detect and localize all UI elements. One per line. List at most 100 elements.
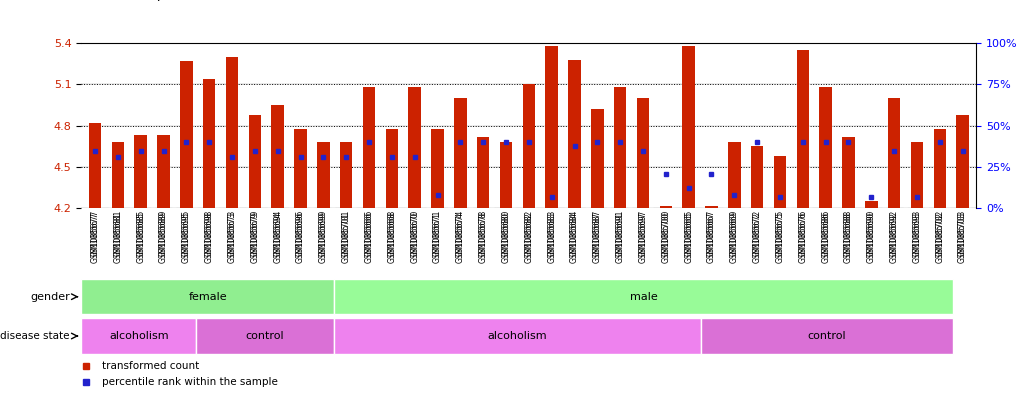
Text: GSM1085676: GSM1085676 (798, 210, 807, 256)
Text: GSM1085679: GSM1085679 (250, 212, 259, 263)
Text: GSM1085692: GSM1085692 (890, 210, 899, 256)
Text: GSM1085696: GSM1085696 (296, 212, 305, 263)
Text: GSM1085670: GSM1085670 (410, 210, 419, 256)
Text: GSM1085694: GSM1085694 (274, 212, 282, 263)
Text: GSM1085666: GSM1085666 (364, 212, 373, 263)
Text: GSM1085668: GSM1085668 (387, 210, 397, 256)
Text: GSM1085684: GSM1085684 (570, 212, 579, 263)
Text: GSM1085689: GSM1085689 (159, 212, 168, 263)
Bar (294, 129, 307, 208)
Text: GSM1085667: GSM1085667 (707, 212, 716, 263)
Bar (956, 115, 969, 208)
Text: GSM1085671: GSM1085671 (433, 212, 442, 263)
Text: GSM1085690: GSM1085690 (866, 212, 876, 263)
Text: GSM1085703: GSM1085703 (958, 210, 967, 256)
Text: GSM1085695: GSM1085695 (182, 210, 191, 256)
Text: percentile rank within the sample: percentile rank within the sample (102, 377, 278, 387)
Text: GSM1085695: GSM1085695 (182, 212, 191, 263)
Text: disease state: disease state (0, 331, 70, 341)
FancyBboxPatch shape (81, 279, 334, 314)
Text: GSM1085699: GSM1085699 (319, 210, 327, 256)
Text: GSM1085687: GSM1085687 (593, 210, 602, 256)
Text: GSM1085673: GSM1085673 (228, 210, 237, 256)
Text: GSM1085683: GSM1085683 (547, 212, 556, 263)
Text: GSM1085679: GSM1085679 (250, 210, 259, 256)
Text: GSM1085691: GSM1085691 (615, 210, 624, 256)
Text: GSM1085670: GSM1085670 (410, 212, 419, 263)
Text: GSM1085684: GSM1085684 (570, 210, 579, 256)
Text: GSM1085666: GSM1085666 (364, 210, 373, 256)
Text: male: male (630, 292, 657, 302)
Text: GSM1085702: GSM1085702 (936, 212, 945, 263)
Text: GSM1085680: GSM1085680 (501, 212, 511, 263)
FancyBboxPatch shape (334, 279, 953, 314)
Text: GSM1085699: GSM1085699 (319, 212, 327, 263)
Text: GSM1085694: GSM1085694 (274, 210, 282, 256)
Text: GSM1085681: GSM1085681 (113, 210, 122, 256)
Bar (88, 123, 102, 208)
Bar (614, 87, 626, 208)
FancyBboxPatch shape (196, 318, 334, 354)
Text: GSM1085698: GSM1085698 (204, 210, 214, 256)
Bar (134, 136, 147, 208)
Bar (934, 129, 946, 208)
Bar (774, 156, 786, 208)
Bar (363, 87, 375, 208)
Text: GSM1085686: GSM1085686 (821, 212, 830, 263)
Text: GSM1085673: GSM1085673 (228, 212, 237, 263)
Text: GSM1085685: GSM1085685 (136, 210, 145, 256)
Bar (545, 46, 558, 208)
Text: GSM1085674: GSM1085674 (456, 210, 465, 256)
Text: GSM1085691: GSM1085691 (615, 212, 624, 263)
Bar (796, 50, 810, 208)
Bar (226, 57, 238, 208)
Bar (112, 142, 124, 208)
Bar (158, 136, 170, 208)
Text: GSM1085665: GSM1085665 (684, 212, 694, 263)
Bar (203, 79, 216, 208)
Text: GSM1085700: GSM1085700 (661, 210, 670, 256)
Text: GSM1085680: GSM1085680 (501, 210, 511, 256)
Bar (682, 46, 695, 208)
FancyBboxPatch shape (334, 318, 701, 354)
Bar (340, 142, 353, 208)
Text: alcoholism: alcoholism (109, 331, 169, 341)
Bar (660, 206, 672, 208)
Bar (751, 147, 764, 208)
Text: GSM1085697: GSM1085697 (639, 212, 648, 263)
Text: GSM1085671: GSM1085671 (433, 210, 442, 256)
Bar (820, 87, 832, 208)
Bar (705, 206, 718, 208)
Text: GSM1085692: GSM1085692 (890, 212, 899, 263)
Bar (454, 98, 467, 208)
Text: GSM1085693: GSM1085693 (912, 212, 921, 263)
Text: gender: gender (31, 292, 70, 302)
Bar (637, 98, 649, 208)
Text: GSM1085676: GSM1085676 (798, 212, 807, 263)
Bar (910, 142, 923, 208)
Text: GSM1085703: GSM1085703 (958, 212, 967, 263)
Text: GSM1085702: GSM1085702 (936, 210, 945, 256)
Text: GSM1085672: GSM1085672 (753, 212, 762, 263)
Bar (591, 109, 604, 208)
Text: GSM1085698: GSM1085698 (204, 212, 214, 263)
Text: GSM1085677: GSM1085677 (91, 210, 100, 256)
Text: GSM1085669: GSM1085669 (730, 212, 738, 263)
Text: GSM1085682: GSM1085682 (525, 210, 533, 256)
Text: GSM1085696: GSM1085696 (296, 210, 305, 256)
Text: GSM1085675: GSM1085675 (776, 212, 784, 263)
Bar (865, 202, 878, 208)
Text: alcoholism: alcoholism (487, 331, 547, 341)
Bar (499, 142, 513, 208)
Text: female: female (188, 292, 227, 302)
Bar (385, 129, 398, 208)
Text: GSM1085678: GSM1085678 (479, 210, 488, 256)
FancyBboxPatch shape (81, 318, 196, 354)
Text: control: control (246, 331, 285, 341)
Bar (728, 142, 740, 208)
Text: GSM1085667: GSM1085667 (707, 210, 716, 256)
Text: transformed count: transformed count (102, 362, 199, 371)
Text: GSM1085678: GSM1085678 (479, 212, 488, 263)
Text: GSM1085669: GSM1085669 (730, 210, 738, 256)
Text: GSM1085688: GSM1085688 (844, 210, 853, 256)
